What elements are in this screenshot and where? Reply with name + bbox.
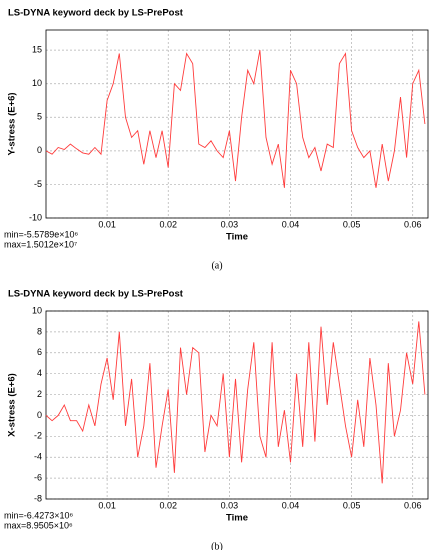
y-tick-label: -4: [34, 452, 42, 462]
y-tick-label: 5: [37, 112, 42, 122]
x-tick-label: 0.04: [282, 219, 300, 229]
x-tick-label: 0.04: [282, 500, 300, 510]
data-line: [45, 321, 426, 484]
chart-title: LS-DYNA keyword deck by LS-PrePost: [8, 8, 184, 19]
y-tick-label: 10: [32, 305, 42, 315]
chart-title: LS-DYNA keyword deck by LS-PrePost: [8, 289, 184, 300]
y-axis-label: X-stress (E+6): [7, 373, 18, 437]
y-tick-label: 15: [32, 45, 42, 55]
x-tick-label: 0.03: [221, 500, 239, 510]
x-tick-label: 0.03: [221, 219, 239, 229]
annotation: min=-6.4273×10⁶: [4, 510, 74, 520]
x-tick-label: 0.01: [98, 219, 116, 229]
annotation: min=-5.5789e×10⁶: [4, 229, 79, 239]
y-tick-label: -5: [34, 179, 42, 189]
y-tick-label: 0: [37, 410, 42, 420]
y-tick-label: 10: [32, 78, 42, 88]
x-tick-label: 0.02: [159, 500, 177, 510]
y-tick-label: 2: [37, 389, 42, 399]
x-tick-label: 0.05: [343, 219, 361, 229]
x-tick-label: 0.06: [404, 500, 422, 510]
x-tick-label: 0.06: [404, 219, 422, 229]
y-tick-label: -8: [34, 493, 42, 503]
y-tick-label: 6: [37, 347, 42, 357]
x-axis-label: Time: [226, 232, 248, 243]
x-axis-label: Time: [226, 513, 248, 524]
annotation: max=8.9505×10⁶: [4, 520, 73, 530]
y-tick-label: -2: [34, 431, 42, 441]
y-axis-label: Y-stress (E+6): [7, 92, 18, 155]
caption: (a): [211, 260, 222, 271]
y-tick-label: 4: [37, 368, 42, 378]
x-tick-label: 0.05: [343, 500, 361, 510]
annotation: max=1.5012e×10⁷: [4, 239, 77, 249]
x-tick-label: 0.02: [159, 219, 177, 229]
y-tick-label: 8: [37, 326, 42, 336]
y-tick-label: -10: [29, 212, 42, 222]
data-line: [45, 50, 426, 188]
y-tick-label: -6: [34, 472, 42, 482]
x-tick-label: 0.01: [98, 500, 116, 510]
caption: (b): [211, 541, 223, 550]
y-tick-label: 0: [37, 145, 42, 155]
plot-frame: [45, 310, 429, 500]
plot-frame: [45, 29, 429, 219]
